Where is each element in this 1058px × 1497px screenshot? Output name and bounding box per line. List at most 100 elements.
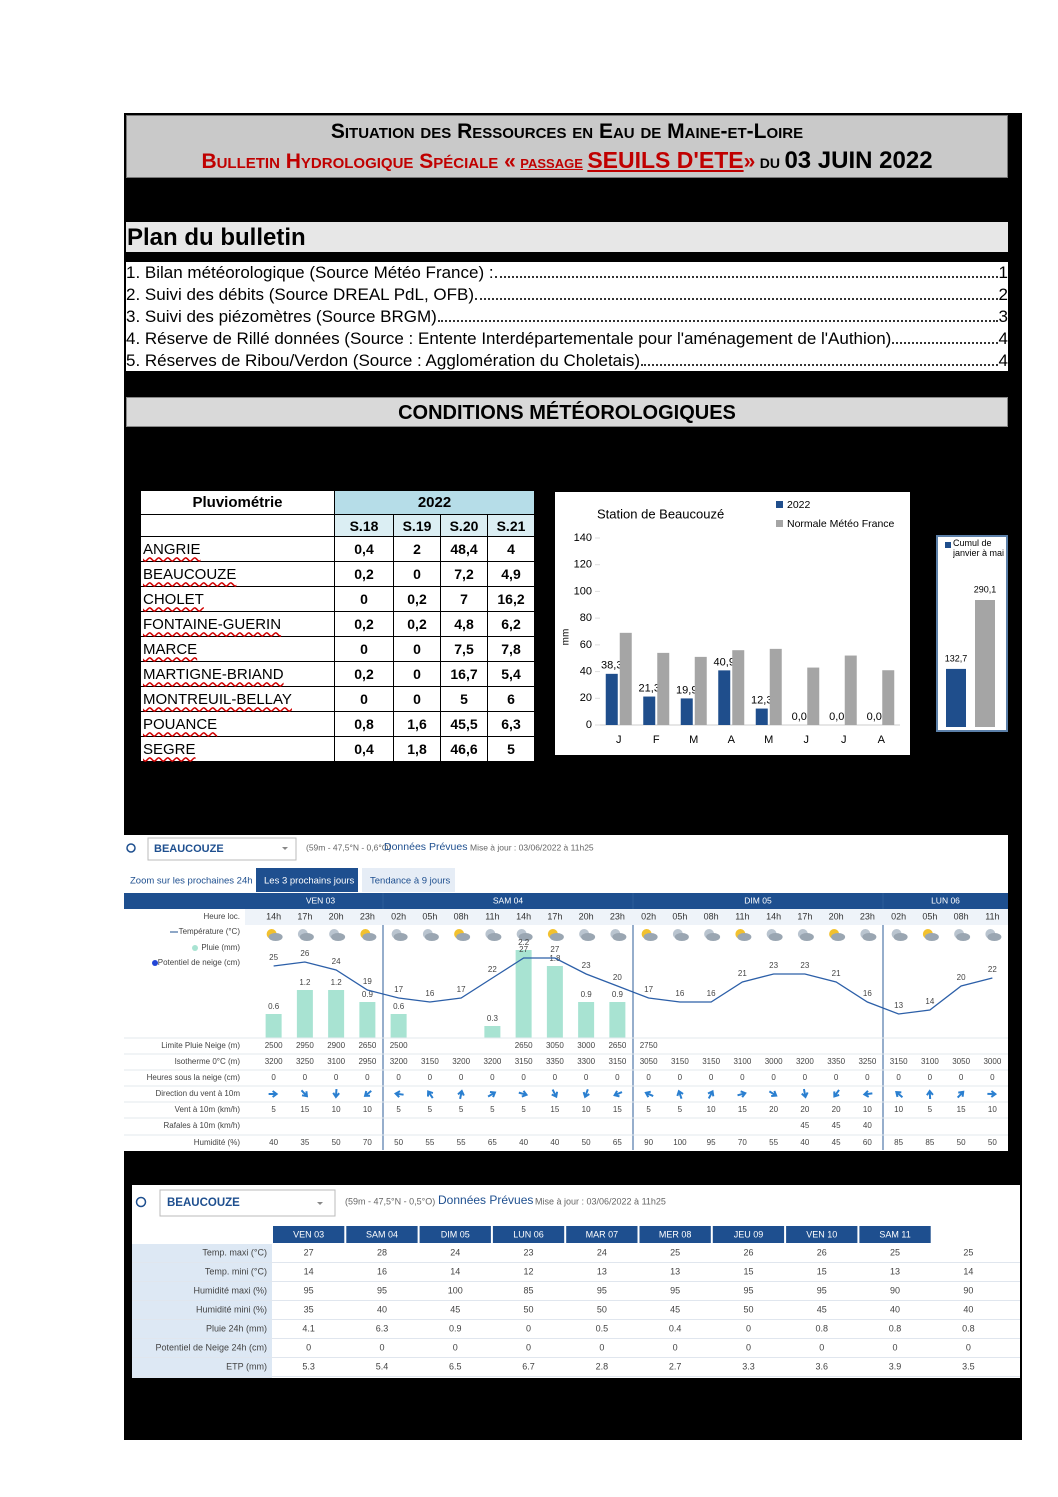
weather-icon-cloud: [924, 933, 939, 941]
hour-label: 20h: [329, 911, 344, 921]
cell-value: 25: [890, 1247, 900, 1257]
rain-value: 0: [393, 686, 441, 712]
cell-value: 10: [707, 1105, 716, 1114]
temperature-label: 17: [644, 985, 653, 994]
rain-value: 4: [487, 536, 535, 562]
tab-label[interactable]: Les 3 prochains jours: [264, 876, 355, 887]
tab[interactable]: [256, 868, 358, 892]
hour-label: 08h: [704, 911, 719, 921]
dropdown-arrow: [317, 1202, 323, 1205]
bar: [694, 656, 707, 725]
x-tick-label: J: [841, 734, 847, 746]
cell-value: 6.3: [376, 1323, 389, 1333]
rain-label: 0.9: [581, 990, 593, 999]
legend-swatch: [776, 501, 783, 508]
rain-value: 6,2: [487, 611, 535, 637]
plan-item-page: 2: [998, 285, 1008, 304]
row-label: Potentiel de neige (cm): [158, 958, 241, 967]
wind-arrow: [363, 1090, 372, 1097]
coords: (59m - 47,5°N - 0,5°O): [345, 1196, 435, 1206]
temperature-label: 16: [675, 989, 684, 998]
temperature-label: 17: [394, 985, 403, 994]
rain-bar: [515, 950, 532, 1038]
wind-arrow: [551, 1089, 559, 1099]
legend-label: 2022: [787, 499, 811, 511]
cell-value: 10: [582, 1105, 591, 1114]
rain-value: 45,5: [440, 711, 488, 737]
cell-value: 70: [363, 1138, 372, 1147]
pluviometry-table: Pluviométrie 2022 S.18 S.19 S.20 S.21 ANGRIE 0,…: [140, 490, 535, 762]
row-label: Pluie (mm): [201, 943, 240, 952]
cell-value: 3.5: [962, 1361, 975, 1371]
station: MONTREUIL-BELLAY: [140, 686, 335, 712]
hour-label: 17h: [547, 911, 562, 921]
wind-arrow: [300, 1089, 309, 1098]
cell-value: 100: [673, 1138, 687, 1147]
cell-value: 0: [459, 1073, 464, 1082]
cell-value: 40: [863, 1121, 872, 1130]
tab[interactable]: [126, 868, 254, 892]
cell-value: 0.4: [669, 1323, 682, 1333]
subtitle-seuils: SEUILS D'ETE: [587, 147, 744, 173]
table-row: BEAUCOUZE 0,2 0 7,2 4,9: [140, 561, 535, 587]
hour-label: 17h: [797, 911, 812, 921]
cell-value: 15: [550, 1105, 559, 1114]
cell-value: 0: [746, 1323, 751, 1333]
rain-value: 0: [334, 586, 394, 612]
cell-value: 5: [459, 1105, 464, 1114]
cell-value: 2950: [296, 1041, 314, 1050]
plan-item-text: 5. Réserves de Ribou/Verdon (Source : Ag…: [126, 351, 641, 370]
bar: [680, 698, 693, 725]
cell-value: 0: [865, 1073, 870, 1082]
hour-label: 08h: [954, 911, 969, 921]
day-label: VEN 03: [293, 1229, 324, 1239]
row-label: Isotherme 0°C (m): [175, 1057, 241, 1066]
cell-value: 95: [597, 1285, 607, 1295]
x-tick-label: J: [804, 734, 810, 746]
tab-label[interactable]: Zoom sur les prochaines 24h: [130, 876, 253, 887]
wind-arrow: [707, 1089, 715, 1099]
cell-value: 2750: [640, 1041, 658, 1050]
table-row: S.18 S.19 S.20 S.21: [140, 514, 535, 537]
rain-value: 0,2: [334, 611, 394, 637]
tab-label[interactable]: Tendance à 9 jours: [370, 876, 451, 887]
weather-icon-cloud: [643, 933, 658, 941]
cell-value: 14: [963, 1266, 973, 1276]
updated: Mise à jour : 03/06/2022 à 11h25: [535, 1196, 666, 1206]
weather-icon-cloud: [362, 933, 377, 941]
cell-value: 10: [363, 1105, 372, 1114]
tab[interactable]: [362, 868, 455, 892]
cell-value: 0: [599, 1342, 604, 1352]
cell-value: 5: [396, 1105, 401, 1114]
cell-value: 10: [988, 1105, 997, 1114]
rain-value: 7: [440, 586, 488, 612]
bar: [807, 667, 820, 725]
source: Données Prévues: [384, 841, 467, 853]
cell-value: 0: [959, 1073, 964, 1082]
cell-value: 5: [928, 1105, 933, 1114]
row-label: Vent à 10m (km/h): [175, 1105, 241, 1114]
day-label: SAM 04: [493, 895, 524, 905]
cell-value: 3350: [546, 1057, 564, 1066]
hour-label: 20h: [829, 911, 844, 921]
cell-value: 40: [963, 1304, 973, 1314]
x-tick-label: M: [689, 734, 698, 746]
temperature-label: 23: [582, 961, 591, 970]
day-header-cell: [419, 1226, 491, 1243]
rain-value: 5,4: [487, 661, 535, 687]
data-label: 38,3: [601, 660, 622, 672]
temperature-label: 20: [613, 973, 622, 982]
cell-value: 2650: [515, 1041, 533, 1050]
label-column-bg: [132, 1244, 272, 1378]
cell-value: 28: [377, 1247, 387, 1257]
temperature-label: 24: [332, 957, 341, 966]
weather-icon-cloud: [893, 933, 908, 941]
updated: Mise à jour : 03/06/2022 à 11h25: [470, 842, 594, 852]
cell-value: 2500: [390, 1041, 408, 1050]
cell-value: 85: [524, 1285, 534, 1295]
cell-value: 40: [377, 1304, 387, 1314]
dropdown-arrow: [282, 847, 288, 850]
legend-dot: [192, 945, 198, 951]
cell-value: 0: [673, 1342, 678, 1352]
